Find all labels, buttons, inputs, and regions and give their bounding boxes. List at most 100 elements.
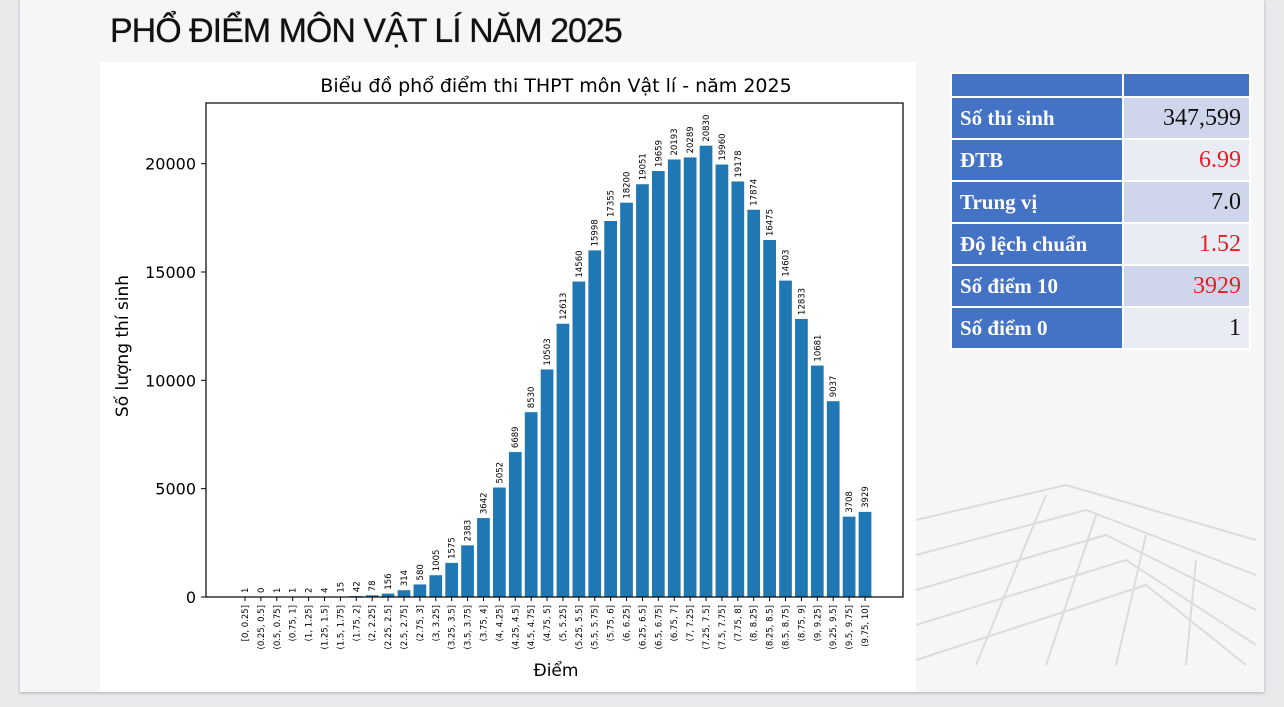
plot-frame (205, 102, 904, 598)
chart-panel: Biểu đồ phổ điểm thi THPT môn Vật lí - n… (100, 62, 916, 692)
bar-value-label: 20193 (670, 128, 680, 155)
stats-header-row (950, 72, 1251, 98)
bar (667, 159, 681, 598)
bar-value-label: 4 (320, 587, 330, 592)
bar (588, 250, 602, 598)
bar (810, 365, 824, 597)
x-tick-label: (8.5, 8.75] (782, 605, 792, 649)
bar (524, 412, 538, 597)
bar (795, 318, 808, 597)
bar-value-label: 19178 (734, 150, 744, 177)
stats-row: Độ lệch chuẩn 1.52 (950, 222, 1251, 266)
bar-value-label: 1 (273, 588, 283, 593)
x-tick-label: (7.75, 8] (734, 605, 744, 641)
bar-value-label: 20289 (686, 126, 696, 153)
bar-value-label: 1575 (448, 537, 458, 559)
bar (842, 516, 856, 597)
bar-value-label: 9037 (829, 376, 839, 398)
bar (493, 487, 506, 597)
y-tick-label: 15000 (145, 263, 196, 282)
bar-value-label: 2383 (464, 520, 474, 542)
bar-value-label: 17355 (607, 190, 617, 217)
x-tick-label: (0.25, 0.5] (257, 605, 267, 649)
x-tick-label: (8.75, 9] (797, 605, 807, 641)
bar-value-label: 14560 (575, 250, 585, 277)
x-axis-label: Điểm (534, 660, 579, 681)
stat-value: 3929 (1122, 264, 1251, 308)
bar-value-label: 19051 (638, 153, 648, 180)
x-tick-label: (5.25, 5.5] (575, 605, 585, 649)
stat-value: 7.0 (1122, 180, 1251, 224)
bar (620, 202, 633, 597)
bar (779, 280, 792, 597)
bar-value-label: 17874 (750, 179, 760, 206)
bar-value-label: 16475 (766, 209, 776, 236)
bar (715, 164, 729, 597)
bar-value-label: 10681 (813, 335, 823, 362)
bar (365, 595, 379, 597)
bar-value-label: 18200 (623, 172, 633, 199)
bar-value-label: 19659 (654, 140, 664, 167)
x-tick-label: (8.25, 8.5] (766, 605, 776, 649)
x-tick-label: (2.5, 2.75] (400, 605, 410, 649)
bar (477, 518, 490, 597)
score-distribution-chart: Biểu đồ phổ điểm thi THPT môn Vật lí - n… (112, 75, 904, 681)
stat-label: Độ lệch chuẩn (950, 222, 1124, 266)
x-tick-label: (3, 3.25] (432, 605, 442, 641)
x-tick-label: (9.5, 9.75] (845, 605, 855, 649)
y-tick-label: 20000 (145, 155, 196, 174)
x-tick-label: (5.5, 5.75] (591, 605, 601, 649)
header-cell (950, 72, 1124, 98)
x-tick-label: (6.5, 6.75] (654, 605, 664, 649)
bar-value-label: 1005 (432, 550, 442, 572)
bar-value-label: 8530 (527, 387, 537, 409)
bar (763, 240, 776, 597)
slide: PHỔ ĐIỂM MÔN VẬT LÍ NĂM 2025 Biểu đồ phổ… (20, 0, 1264, 692)
stat-label: Số thí sinh (950, 96, 1124, 140)
bar (731, 181, 745, 597)
bar (636, 184, 649, 597)
bar-value-label: 1 (289, 588, 299, 593)
stats-table: Số thí sinh 347,599 ĐTB 6.99 Trung vị 7.0 Độ l… (950, 72, 1251, 350)
x-tick-label: (8, 8.25] (750, 605, 760, 641)
bar (858, 511, 872, 597)
bar (556, 323, 570, 597)
bar-value-label: 5052 (495, 462, 505, 484)
x-tick-label: (7.5, 7.75] (718, 605, 728, 649)
stat-label: Trung vị (950, 180, 1124, 224)
x-tick-label: (6, 6.25] (623, 605, 633, 641)
bar (397, 590, 411, 597)
x-tick-label: (2, 2.25] (368, 605, 378, 641)
stat-value: 6.99 (1122, 138, 1251, 182)
bar-value-label: 0 (257, 588, 267, 593)
y-tick-label: 10000 (145, 371, 196, 390)
x-tick-label: (9.25, 9.5] (829, 605, 839, 649)
bar-value-label: 12613 (559, 293, 569, 320)
x-tick-label: (3.75, 4] (479, 605, 489, 641)
y-tick-label: 0 (186, 588, 196, 607)
x-tick-label: (0.75, 1] (289, 605, 299, 641)
chart-title: Biểu đồ phổ điểm thi THPT môn Vật lí - n… (320, 75, 791, 97)
bar (445, 562, 459, 597)
stat-label: Số điểm 10 (950, 264, 1124, 308)
x-tick-label: [0, 0.25] (241, 605, 251, 641)
bar (747, 209, 761, 598)
x-tick-label: (5, 5.25] (559, 605, 569, 641)
bar-series: 1 0 1 1 2 4 15 42 78 156 314 580 1005 1575 2383 3642 505… (238, 115, 872, 598)
bar (699, 145, 713, 597)
bar-value-label: 3642 (479, 492, 489, 514)
bar-value-label: 42 (352, 581, 362, 592)
header-cell (1122, 72, 1251, 98)
x-tick-label: (2.25, 2.5] (384, 605, 394, 649)
x-tick-label: (4.5, 4.75] (527, 605, 537, 649)
stats-row: Số điểm 10 3929 (950, 264, 1251, 308)
stat-label: ĐTB (950, 138, 1124, 182)
bar (651, 171, 665, 597)
bar-value-label: 15998 (591, 219, 601, 246)
x-tick-label: (5.75, 6] (607, 605, 617, 641)
bar-value-label: 10503 (543, 338, 553, 365)
stats-row: Số thí sinh 347,599 (950, 96, 1251, 140)
stats-row: ĐTB 6.99 (950, 138, 1251, 182)
bar-value-label: 3708 (845, 491, 855, 513)
